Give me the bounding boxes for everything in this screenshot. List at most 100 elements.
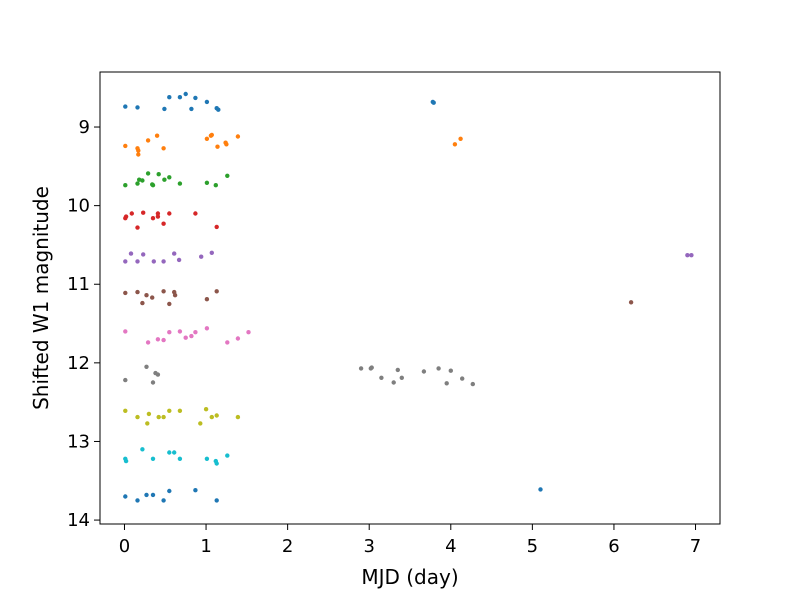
data-point [204, 99, 210, 105]
data-point [193, 211, 198, 216]
data-point [150, 456, 156, 461]
data-point [155, 337, 161, 342]
data-point [431, 100, 436, 105]
x-tick-label: 6 [608, 536, 619, 557]
data-point [458, 136, 463, 141]
data-point [214, 289, 219, 294]
x-tick-label: 2 [282, 536, 293, 557]
data-point [135, 105, 140, 110]
data-point [167, 211, 172, 216]
data-point [123, 458, 129, 464]
data-point [421, 369, 427, 374]
data-point [235, 414, 241, 420]
series-9 [123, 447, 230, 466]
series-6 [123, 326, 251, 345]
data-point [189, 106, 194, 112]
data-point [436, 366, 441, 371]
data-point [150, 183, 156, 188]
data-point [209, 250, 214, 255]
data-point [161, 259, 166, 264]
data-point [176, 257, 182, 263]
data-point [216, 107, 221, 112]
series-2 [123, 171, 230, 188]
data-point [128, 251, 134, 256]
data-point [189, 333, 194, 339]
data-point [172, 293, 178, 298]
data-point [150, 216, 156, 221]
data-point [628, 300, 634, 305]
data-point [161, 289, 166, 294]
data-point [183, 335, 188, 340]
data-point [177, 95, 183, 100]
data-point [204, 180, 210, 185]
data-point [136, 148, 141, 153]
y-tick-label: 12 [67, 353, 90, 374]
data-point [193, 95, 198, 101]
series-7 [123, 364, 475, 387]
data-point [538, 487, 543, 492]
data-point [224, 142, 229, 147]
x-tick-label: 0 [119, 536, 130, 557]
data-point [444, 381, 449, 386]
data-point [135, 181, 140, 186]
data-point [156, 172, 161, 177]
data-points-layer [123, 91, 694, 503]
data-point [161, 146, 166, 151]
data-point [129, 211, 134, 216]
data-point [161, 498, 166, 503]
series-8 [123, 407, 241, 426]
data-point [140, 447, 145, 452]
x-tick-label: 4 [445, 536, 456, 557]
y-axis-label: Shifted W1 magnitude [29, 186, 53, 410]
data-point [379, 375, 384, 380]
x-tick-label: 3 [363, 536, 374, 557]
data-point [177, 456, 183, 461]
data-point [177, 408, 183, 413]
data-point [198, 421, 203, 426]
data-point [209, 414, 214, 420]
data-point [167, 301, 172, 307]
data-point [141, 252, 146, 257]
series-4 [123, 250, 694, 264]
data-point [246, 330, 251, 335]
data-point [145, 138, 151, 143]
data-point [144, 492, 149, 498]
data-point [167, 95, 172, 100]
data-point [689, 253, 694, 258]
y-tick-label: 11 [67, 274, 90, 295]
data-point [144, 293, 149, 298]
x-axis-label: MJD (day) [361, 565, 458, 589]
data-point [123, 290, 128, 296]
data-point [154, 133, 160, 138]
data-point [204, 297, 210, 302]
data-point [123, 494, 128, 499]
data-point [135, 289, 140, 295]
data-point [213, 183, 218, 188]
data-point [123, 377, 128, 383]
data-point [452, 142, 458, 147]
data-point [145, 171, 151, 176]
data-point [235, 134, 241, 139]
data-point [136, 152, 141, 157]
data-point [204, 456, 210, 461]
data-point [140, 178, 145, 183]
data-point [167, 408, 172, 413]
data-point [141, 210, 146, 215]
data-point [161, 221, 166, 226]
data-point [144, 364, 149, 369]
y-tick-label: 13 [67, 431, 90, 452]
data-point [214, 461, 219, 466]
data-point [145, 340, 151, 345]
data-point [155, 372, 161, 377]
x-axis: 0 1 2 3 4 5 6 7 [119, 524, 701, 557]
data-point [123, 183, 128, 188]
data-point [167, 175, 172, 180]
series-1 [123, 132, 463, 157]
data-point [209, 132, 214, 138]
data-point [167, 450, 172, 455]
data-point [172, 450, 177, 455]
data-point [214, 498, 219, 503]
data-point [193, 330, 198, 335]
data-point [135, 259, 140, 264]
